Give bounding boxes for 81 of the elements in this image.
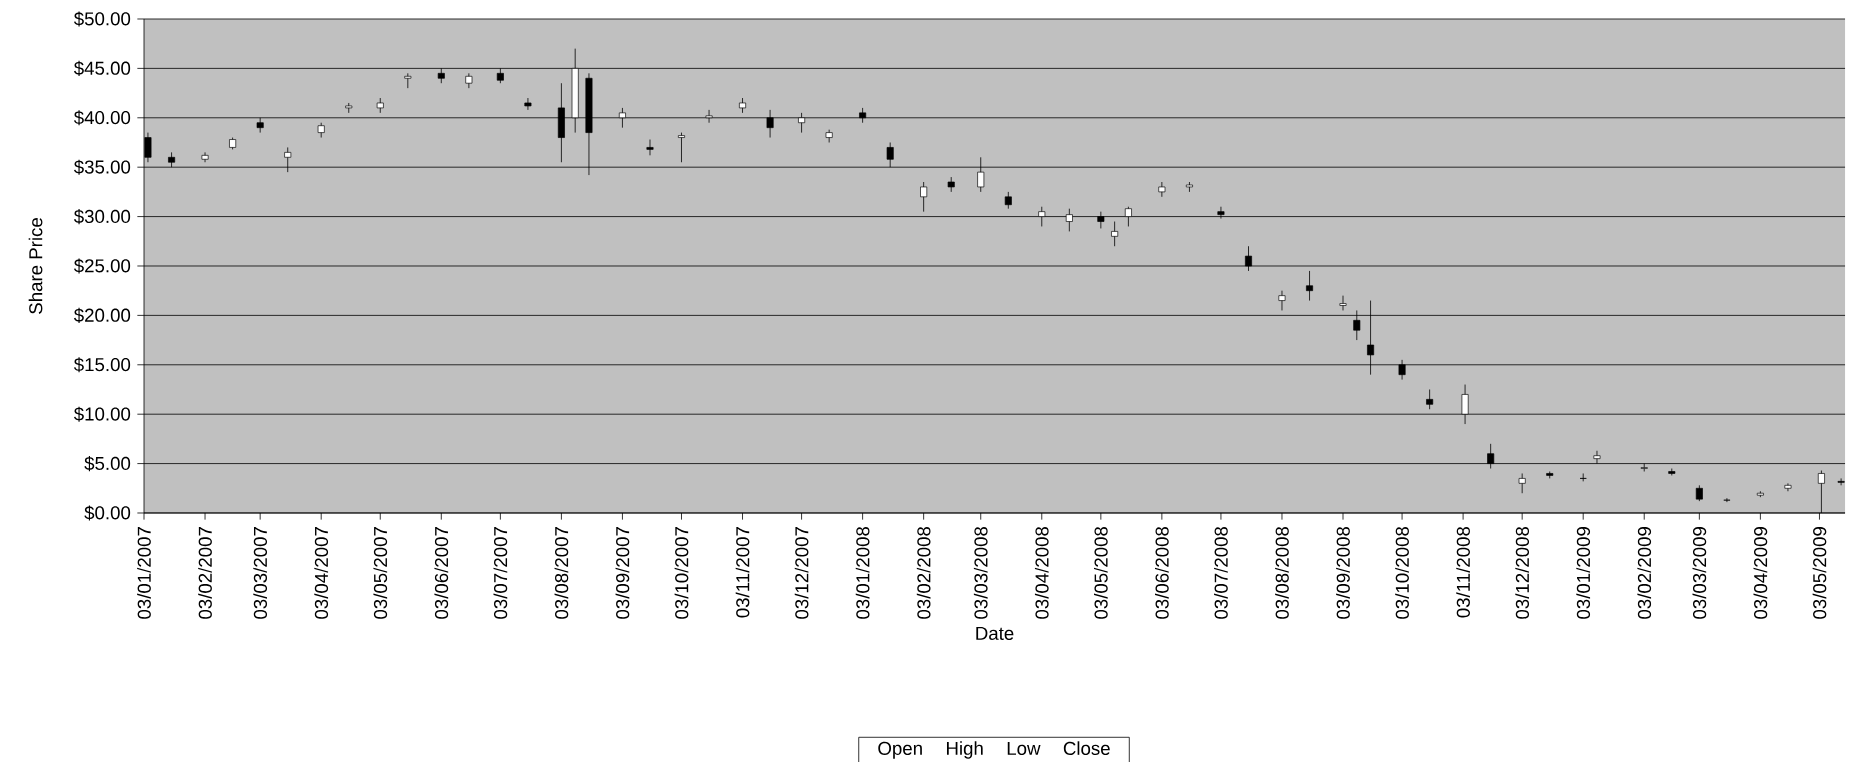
y-tick-label: $20.00	[73, 307, 131, 323]
x-tick-label: 03/12/2007	[794, 527, 809, 619]
x-tick-label: 03/05/2007	[373, 527, 388, 619]
candlestick	[798, 112, 806, 134]
y-tick-label: $15.00	[73, 357, 131, 373]
x-tick-label: 03/07/2007	[493, 527, 508, 619]
y-tick-label: $35.00	[73, 159, 131, 175]
x-tick-label: 03/10/2008	[1395, 526, 1409, 619]
x-tick-label: 03/03/2008	[973, 526, 988, 619]
x-tick-label: 03/06/2007	[434, 527, 449, 619]
candlestick	[766, 109, 774, 138]
text: Low	[1007, 741, 1041, 755]
x-tick-label: 03/01/2009	[1576, 527, 1591, 619]
candlestick	[284, 147, 292, 173]
y-tick-label: $45.00	[73, 60, 131, 76]
x-tick-label: 03/04/2007	[314, 527, 329, 619]
candlestick	[1158, 181, 1166, 198]
x-tick-label: 03/12/2008	[1515, 526, 1530, 619]
x-tick-label: 03/03/2009	[1692, 527, 1707, 619]
candlestick	[1245, 245, 1252, 272]
y-axis-title: Share Price	[28, 218, 43, 314]
x-tick-label: 03/02/2007	[198, 527, 212, 619]
candlestick	[1723, 497, 1731, 503]
candlestick	[920, 181, 928, 213]
x-tick-label: 03/02/2008	[916, 526, 931, 619]
x-tick-label: 03/09/2007	[615, 527, 630, 619]
candlestick	[1065, 208, 1073, 232]
y-tick-label: $10.00	[73, 406, 131, 422]
candlestick	[1353, 310, 1361, 341]
y-tick-label: $50.00	[73, 11, 131, 27]
x-tick-label: 03/08/2007	[554, 527, 569, 619]
candlestick	[1593, 450, 1601, 464]
y-tick-label: $5.00	[84, 456, 131, 472]
candlestick	[646, 139, 654, 156]
x-tick-label: 03/05/2009	[1812, 527, 1827, 619]
candlestick	[1518, 473, 1526, 494]
candlestick	[1426, 389, 1434, 410]
candlestick	[1461, 384, 1469, 425]
candlestick	[1784, 482, 1792, 492]
candlestick	[1124, 206, 1132, 227]
candlestick	[977, 156, 985, 193]
x-tick-label: 03/03/2007	[253, 527, 268, 619]
candlestick	[201, 151, 209, 163]
text: Close	[1063, 741, 1110, 755]
x-tick-label: 03/07/2008	[1214, 526, 1228, 619]
x-tick-label: 03/04/2009	[1753, 527, 1768, 619]
x-tick-label: 03/05/2008	[1093, 526, 1108, 619]
x-axis-title: Date	[976, 626, 1014, 640]
y-tick-label: $0.00	[84, 505, 131, 521]
x-tick-label: 03/01/2007	[137, 527, 151, 619]
text: Open	[878, 741, 922, 759]
text: High	[946, 741, 983, 759]
candlestick	[1038, 206, 1046, 227]
candlestick	[1217, 206, 1225, 219]
x-tick-label: 03/02/2009	[1637, 527, 1652, 619]
x-tick-label: 03/08/2008	[1275, 526, 1289, 619]
candlestick	[618, 107, 626, 129]
x-tick-label: 03/06/2008	[1155, 526, 1169, 619]
candlestick	[678, 132, 685, 163]
y-tick-label: $40.00	[73, 110, 131, 126]
candlestick	[1487, 443, 1495, 469]
candlestick	[1837, 478, 1845, 486]
candlestick	[524, 97, 532, 111]
x-tick-label: 03/01/2008	[855, 526, 870, 619]
candlestick	[1111, 221, 1119, 247]
candlestick	[705, 109, 713, 124]
candlestick	[465, 72, 473, 89]
x-tick-label: 03/04/2008	[1034, 526, 1049, 619]
candlestick	[1398, 359, 1406, 381]
candlestick	[1367, 300, 1375, 376]
candlestick	[404, 72, 412, 89]
y-tick-label: $25.00	[73, 258, 131, 274]
x-tick-label: 03/11/2007	[735, 527, 750, 618]
candlestick	[1306, 270, 1314, 301]
candlestick	[1339, 295, 1347, 311]
x-tick-label: 03/10/2007	[674, 527, 689, 619]
y-tick-label: $30.00	[73, 209, 131, 225]
x-tick-label: 03/09/2008	[1336, 526, 1350, 619]
x-tick-label: 03/11/2008	[1456, 526, 1470, 618]
candlestick	[1278, 290, 1286, 311]
candlestick	[886, 142, 894, 168]
